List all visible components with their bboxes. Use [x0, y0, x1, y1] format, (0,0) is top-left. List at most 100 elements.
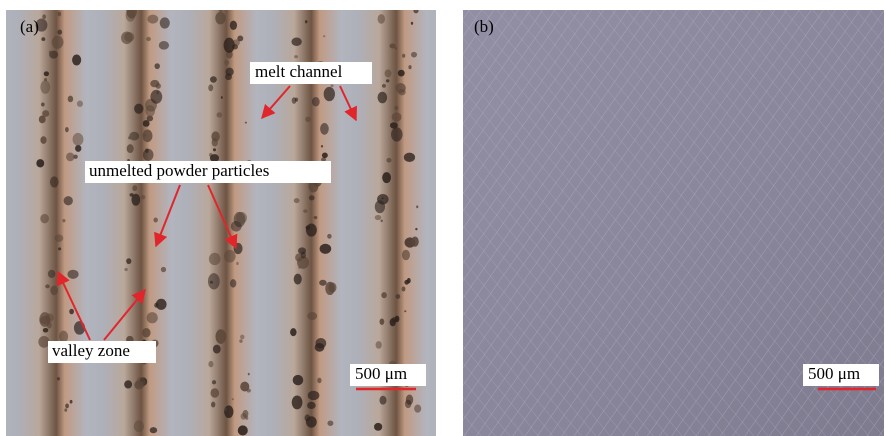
particle [411, 236, 419, 246]
particle [382, 172, 391, 183]
particle [69, 309, 74, 314]
particle [306, 225, 311, 229]
particle [45, 284, 50, 288]
particle [308, 391, 320, 400]
particle [312, 97, 320, 106]
particle [49, 51, 52, 54]
particle [240, 382, 249, 392]
particle [41, 103, 45, 107]
particle [40, 80, 50, 93]
particle [41, 37, 45, 41]
particle [211, 402, 215, 408]
particle [404, 153, 415, 162]
particle [416, 205, 418, 208]
scale-label: 500 μm [808, 364, 860, 383]
particle [39, 312, 50, 327]
particle [398, 70, 405, 77]
particle [314, 216, 318, 219]
particle [292, 97, 297, 103]
particle [215, 12, 225, 25]
particle [398, 89, 405, 95]
particle [323, 35, 325, 37]
scale-label: 500 μm [355, 364, 407, 383]
particle [132, 185, 137, 191]
particle [415, 228, 417, 230]
particle [43, 328, 48, 332]
particle [236, 262, 238, 265]
particle [382, 84, 386, 88]
particle [161, 267, 166, 272]
particle [77, 101, 83, 107]
particle [378, 92, 388, 104]
particle [330, 84, 333, 87]
particle [309, 195, 315, 200]
particle [390, 318, 396, 326]
particle [141, 195, 146, 199]
particle [128, 136, 131, 139]
particle [307, 312, 317, 320]
particle [389, 44, 395, 49]
particle [381, 292, 387, 298]
particle [143, 149, 154, 161]
particle [50, 176, 59, 187]
particle [134, 420, 144, 432]
particle [321, 145, 323, 148]
particle [64, 408, 67, 411]
particle [320, 123, 329, 135]
particle [42, 110, 49, 117]
particle [50, 286, 58, 296]
particle [129, 132, 139, 141]
particle [230, 279, 236, 288]
particle [225, 68, 233, 76]
particle [408, 65, 411, 69]
particle [65, 403, 69, 408]
particle [143, 120, 150, 127]
panel-b: (b) 500 μm [463, 10, 884, 436]
particle [292, 395, 303, 409]
particle [413, 8, 418, 13]
annotation: unmelted powder particles [89, 161, 269, 180]
particle [327, 420, 333, 425]
particle [130, 193, 134, 197]
particle [237, 36, 243, 42]
particle [224, 250, 236, 263]
particle [315, 343, 325, 352]
particle [404, 310, 406, 312]
particle [64, 196, 73, 205]
particle [58, 247, 61, 250]
particle [395, 47, 397, 50]
particle [380, 318, 385, 324]
particle [298, 266, 300, 269]
particle [146, 37, 151, 41]
particle [42, 14, 46, 19]
particle [209, 253, 221, 265]
particle [230, 21, 237, 30]
particle [40, 136, 46, 144]
particle [216, 329, 227, 344]
particle [240, 335, 244, 340]
particle [290, 328, 297, 336]
particle [213, 148, 216, 151]
particle [301, 252, 306, 259]
particle [305, 116, 310, 122]
particle [305, 20, 308, 23]
particle [322, 153, 328, 159]
particle [54, 234, 63, 242]
particle [150, 80, 159, 87]
particle [238, 425, 248, 435]
particle [52, 35, 64, 48]
particle [407, 278, 411, 283]
particle [127, 144, 134, 153]
particle [57, 12, 61, 17]
particle [411, 22, 413, 25]
annotation: melt channel [255, 62, 343, 81]
particle [379, 396, 386, 405]
particle [147, 312, 158, 323]
particle [67, 270, 78, 279]
particle [156, 299, 167, 310]
particle [232, 398, 234, 400]
particle [66, 152, 74, 161]
particle [381, 219, 383, 222]
particle [211, 131, 219, 141]
particle [245, 122, 247, 124]
